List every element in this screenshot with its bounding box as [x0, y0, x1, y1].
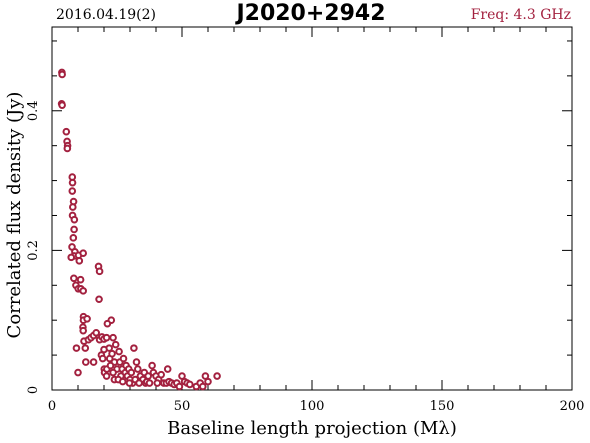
- data-point: [74, 368, 82, 377]
- data-point: [89, 358, 98, 366]
- data-point: [127, 368, 136, 377]
- data-point: [175, 382, 184, 391]
- y-tick-label: 0.2: [26, 240, 41, 261]
- data-point: [132, 358, 141, 366]
- data-point: [81, 344, 90, 352]
- data-point: [153, 379, 162, 387]
- observation-date: 2016.04.19(2): [56, 7, 156, 23]
- data-point: [98, 354, 107, 363]
- data-point: [58, 70, 66, 79]
- data-point: [63, 144, 72, 153]
- data-point: [213, 372, 221, 380]
- data-point: [157, 370, 165, 379]
- x-tick-label: 100: [300, 399, 325, 414]
- data-point: [111, 340, 120, 349]
- data-point: [68, 187, 77, 195]
- data-point: [79, 249, 87, 257]
- data-point: [119, 354, 128, 363]
- data-point: [72, 344, 81, 352]
- x-tick-label: 150: [430, 399, 455, 414]
- data-point: [106, 361, 115, 370]
- data-point: [186, 380, 194, 389]
- data-point: [68, 178, 77, 187]
- y-axis-label: Correlated flux density (Jy): [4, 92, 25, 339]
- data-point: [103, 319, 112, 328]
- data-point: [109, 368, 117, 377]
- data-point: [199, 382, 207, 391]
- data-point: [201, 372, 210, 380]
- data-point: [108, 349, 116, 358]
- data-point: [69, 234, 78, 242]
- data-point: [118, 377, 127, 386]
- data-point: [79, 326, 87, 335]
- data-point: [204, 377, 212, 386]
- data-point: [135, 379, 143, 387]
- data-point: [144, 372, 152, 380]
- data-point: [82, 358, 90, 366]
- axis-ticks: [51, 27, 573, 391]
- y-tick-label: 0.4: [26, 100, 41, 121]
- data-point: [95, 267, 104, 276]
- data-point: [70, 225, 78, 234]
- data-point: [70, 274, 78, 283]
- data-point: [163, 365, 172, 373]
- data-point: [67, 253, 76, 262]
- data-point: [178, 372, 186, 380]
- x-tick-label: 200: [560, 399, 585, 414]
- data-point: [58, 101, 66, 109]
- source-name: J2020+2942: [234, 1, 385, 26]
- x-tick-label: 50: [174, 399, 191, 414]
- data-points: [57, 68, 221, 391]
- data-point: [102, 333, 111, 342]
- data-point: [148, 361, 156, 370]
- data-point: [95, 295, 103, 304]
- data-point: [115, 347, 123, 356]
- data-point: [134, 365, 142, 373]
- data-point: [79, 287, 87, 295]
- data-point: [92, 328, 100, 337]
- data-point: [145, 379, 154, 387]
- data-point: [75, 257, 84, 265]
- x-axis-label: Baseline length projection (Mλ): [167, 418, 457, 439]
- plot-frame: [51, 26, 573, 391]
- data-point: [62, 127, 71, 136]
- data-point: [70, 215, 79, 224]
- data-point: [102, 372, 111, 380]
- data-point: [109, 333, 117, 342]
- y-tick-label: 0: [26, 386, 41, 394]
- x-tick-label: 0: [48, 399, 56, 414]
- tick-labels: 0 50 100 150 200 0 0.2 0.4: [26, 100, 584, 414]
- data-point: [125, 379, 134, 387]
- data-point: [69, 203, 77, 211]
- data-point: [100, 345, 108, 354]
- data-point: [130, 344, 138, 352]
- frequency-label: Freq: 4.3 GHz: [471, 7, 571, 23]
- data-point: [83, 314, 91, 323]
- data-point: [76, 275, 85, 284]
